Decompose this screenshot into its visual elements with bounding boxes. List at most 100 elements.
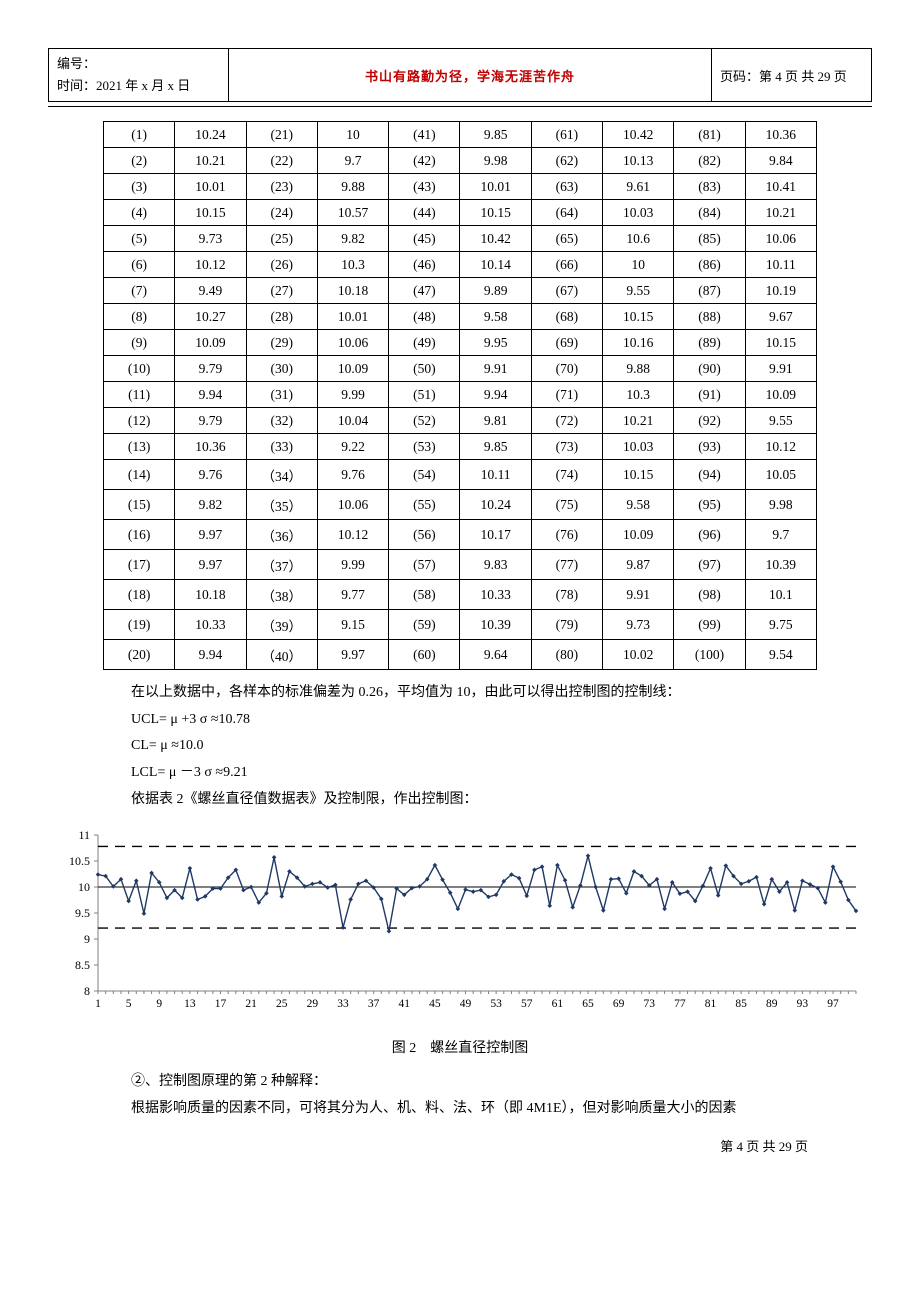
table-cell: (28) (246, 304, 317, 330)
table-cell: (100) (674, 640, 745, 670)
table-cell: 10.57 (317, 200, 388, 226)
table-cell: (89) (674, 330, 745, 356)
table-cell: (70) (531, 356, 602, 382)
table-cell: (20) (104, 640, 175, 670)
table-cell: 10 (317, 122, 388, 148)
table-cell: (52) (389, 408, 460, 434)
table-cell: 9.99 (317, 550, 388, 580)
table-cell: 9.77 (317, 580, 388, 610)
table-cell: 10.01 (460, 174, 531, 200)
svg-text:9: 9 (156, 998, 162, 1010)
table-cell: 9.97 (175, 520, 246, 550)
svg-text:29: 29 (307, 998, 319, 1010)
svg-text:89: 89 (766, 998, 778, 1010)
table-row: (14)9.76（34）9.76(54)10.11(74)10.15(94)10… (104, 460, 817, 490)
table-cell: (27) (246, 278, 317, 304)
table-cell: (12) (104, 408, 175, 434)
table-cell: 9.98 (460, 148, 531, 174)
table-cell: 9.99 (317, 382, 388, 408)
table-cell: (81) (674, 122, 745, 148)
svg-text:17: 17 (215, 998, 227, 1010)
table-cell: 10.21 (175, 148, 246, 174)
table-cell: (98) (674, 580, 745, 610)
table-cell: 9.76 (317, 460, 388, 490)
table-cell: (93) (674, 434, 745, 460)
table-cell: (8) (104, 304, 175, 330)
header-box: 编号： 时间：2021 年 x 月 x 日 书山有路勤为径，学海无涯苦作舟 页码… (48, 48, 872, 102)
table-cell: 10.12 (745, 434, 816, 460)
table-cell: 9.73 (175, 226, 246, 252)
table-cell: （37） (246, 550, 317, 580)
table-cell: 9.87 (603, 550, 674, 580)
table-cell: (3) (104, 174, 175, 200)
svg-text:33: 33 (337, 998, 349, 1010)
table-cell: (76) (531, 520, 602, 550)
chart-svg: 88.599.51010.511159131721252933374145495… (48, 827, 868, 1022)
table-cell: (32) (246, 408, 317, 434)
svg-text:25: 25 (276, 998, 288, 1010)
table-cell: (2) (104, 148, 175, 174)
table-cell: (82) (674, 148, 745, 174)
svg-text:8.5: 8.5 (75, 958, 90, 972)
table-cell: 9.58 (603, 490, 674, 520)
table-row: (12)9.79(32)10.04(52)9.81(72)10.21(92)9.… (104, 408, 817, 434)
table-cell: (13) (104, 434, 175, 460)
table-cell: (21) (246, 122, 317, 148)
table-cell: 10.24 (175, 122, 246, 148)
table-cell: (86) (674, 252, 745, 278)
table-cell: 10.15 (603, 304, 674, 330)
table-row: (3)10.01(23)9.88(43)10.01(63)9.61(83)10.… (104, 174, 817, 200)
table-cell: 10.39 (745, 550, 816, 580)
table-cell: 10.06 (745, 226, 816, 252)
table-cell: 9.83 (460, 550, 531, 580)
table-cell: (51) (389, 382, 460, 408)
table-cell: 9.85 (460, 434, 531, 460)
header-title: 书山有路勤为径，学海无涯苦作舟 (229, 49, 712, 102)
table-cell: (7) (104, 278, 175, 304)
svg-text:21: 21 (245, 998, 257, 1010)
table-cell: (53) (389, 434, 460, 460)
table-cell: （34） (246, 460, 317, 490)
svg-text:69: 69 (613, 998, 625, 1010)
table-cell: (14) (104, 460, 175, 490)
table-cell: 10.15 (745, 330, 816, 356)
table-cell: (15) (104, 490, 175, 520)
table-cell: 10.24 (460, 490, 531, 520)
table-cell: 10.19 (745, 278, 816, 304)
table-cell: (1) (104, 122, 175, 148)
formula-lcl: LCL= μ －3 σ ≈9.21 (103, 760, 817, 787)
table-row: (9)10.09(29)10.06(49)9.95(69)10.16(89)10… (104, 330, 817, 356)
table-row: (7)9.49(27)10.18(47)9.89(67)9.55(87)10.1… (104, 278, 817, 304)
svg-text:37: 37 (368, 998, 380, 1010)
table-cell: （40） (246, 640, 317, 670)
header-left-line2: 时间：2021 年 x 月 x 日 (57, 75, 220, 97)
table-cell: 9.91 (460, 356, 531, 382)
table-cell: 10.18 (317, 278, 388, 304)
table-cell: (87) (674, 278, 745, 304)
svg-text:65: 65 (582, 998, 594, 1010)
table-cell: (90) (674, 356, 745, 382)
table-cell: 9.55 (603, 278, 674, 304)
header-underline (48, 106, 872, 107)
table-cell: (18) (104, 580, 175, 610)
table-cell: (19) (104, 610, 175, 640)
table-cell: 9.94 (175, 382, 246, 408)
content-area-2: ②、控制图原理的第 2 种解释： 根据影响质量的因素不同，可将其分为人、机、料、… (48, 1069, 872, 1122)
table-cell: 10.21 (603, 408, 674, 434)
table-cell: (71) (531, 382, 602, 408)
table-cell: 9.76 (175, 460, 246, 490)
table-cell: 9.64 (460, 640, 531, 670)
table-row: (13)10.36(33)9.22(53)9.85(73)10.03(93)10… (104, 434, 817, 460)
table-cell: (78) (531, 580, 602, 610)
table-cell: 10.16 (603, 330, 674, 356)
table-cell: (11) (104, 382, 175, 408)
table-cell: (62) (531, 148, 602, 174)
table-cell: (67) (531, 278, 602, 304)
table-cell: (10) (104, 356, 175, 382)
table-cell: 9.61 (603, 174, 674, 200)
table-cell: 10.02 (603, 640, 674, 670)
table-row: (4)10.15(24)10.57(44)10.15(64)10.03(84)1… (104, 200, 817, 226)
svg-text:97: 97 (827, 998, 839, 1010)
table-cell: (26) (246, 252, 317, 278)
table-row: (20)9.94（40）9.97(60)9.64(80)10.02(100)9.… (104, 640, 817, 670)
